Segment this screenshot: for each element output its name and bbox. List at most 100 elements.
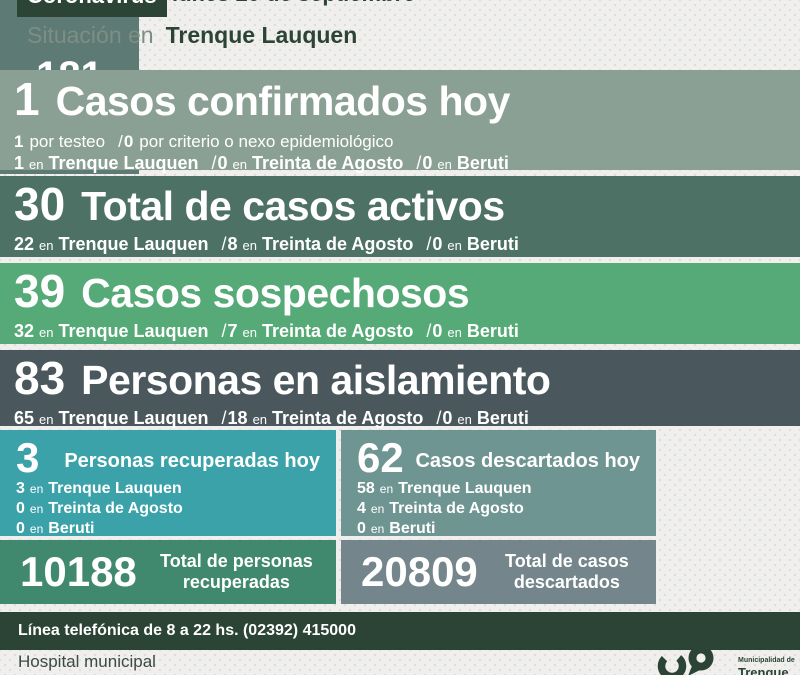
suspected-title: Casos sospechosos bbox=[81, 270, 470, 316]
separator: / bbox=[221, 408, 227, 428]
count-beruti: 0 bbox=[432, 234, 443, 254]
suspected-headline: 39 Casos sospechosos bbox=[14, 267, 800, 317]
count-beruti: 0 bbox=[442, 408, 453, 428]
active-title: Total de casos activos bbox=[81, 183, 505, 229]
label-line1: Total de personas bbox=[160, 551, 313, 571]
en-word: en bbox=[242, 325, 258, 340]
phone-bar: Línea telefónica de 8 a 22 hs. (02392) 4… bbox=[0, 612, 800, 650]
active-value: 30 bbox=[14, 178, 66, 230]
en-word: en bbox=[437, 157, 452, 172]
count-treinta-de-agosto: 0 bbox=[217, 153, 228, 173]
separator: / bbox=[436, 408, 442, 428]
count-trenque-lauquen: 3 bbox=[16, 480, 25, 497]
isolation-value: 83 bbox=[14, 352, 66, 404]
place-trenque-lauquen: Trenque Lauquen bbox=[58, 321, 209, 341]
place-treinta-de-agosto: Treinta de Agosto bbox=[262, 321, 414, 341]
count-treinta-de-agosto: 4 bbox=[357, 500, 366, 517]
hospital-label: Hospital municipal bbox=[18, 652, 156, 671]
recovered-title: Personas recuperadas hoy bbox=[64, 450, 320, 472]
en-word: en bbox=[29, 482, 44, 496]
isolation-headline: 83 Personas en aislamiento bbox=[14, 354, 800, 404]
recovered-today-card: 3 Personas recuperadas hoy 3 en Trenque La… bbox=[0, 430, 336, 539]
testeo-count: 1 bbox=[14, 132, 24, 151]
coronavirus-badge-label: Coronavirus bbox=[27, 0, 157, 8]
label-line1: Total de casos bbox=[505, 551, 629, 571]
suspected-cases-band: 39 Casos sospechosos 32 en Trenque Lauquen… bbox=[0, 263, 800, 344]
discarded-today-card: 62 Casos descartados hoy 58 en Trenque Lau… bbox=[341, 430, 656, 539]
confirmed-headline: 1 Casos confirmados hoy bbox=[14, 74, 800, 126]
isolation-title: Personas en aislamiento bbox=[81, 357, 551, 403]
confirmed-value: 1 bbox=[14, 73, 40, 125]
place-beruti: Beruti bbox=[466, 321, 519, 341]
municipality-logo-text: Municipalidad de Trenque bbox=[738, 656, 795, 675]
discarded-title: Casos descartados hoy bbox=[415, 450, 640, 472]
separator: / bbox=[426, 234, 432, 254]
report-date: lunes 20 de septiembre bbox=[172, 0, 415, 8]
en-word: en bbox=[370, 502, 385, 516]
suspected-breakdown: 32 en Trenque Lauquen/7 en Treinta de Agosto… bbox=[14, 322, 800, 342]
place-trenque-lauquen: Trenque Lauquen bbox=[58, 234, 209, 254]
confirmed-today-band: 1 Casos confirmados hoy 1 por testeo/0 por… bbox=[0, 70, 800, 173]
en-word: en bbox=[252, 412, 268, 427]
en-word: en bbox=[457, 412, 472, 427]
breakdown-line: 0 en Treinta de Agosto bbox=[16, 499, 320, 519]
count-treinta-de-agosto: 18 bbox=[227, 408, 248, 428]
recovered-card-head: 3 Personas recuperadas hoy bbox=[16, 434, 320, 481]
logo-glyphs-icon bbox=[657, 645, 714, 675]
count-treinta-de-agosto: 7 bbox=[227, 321, 238, 341]
isolation-band: 83 Personas en aislamiento 65 en Trenque L… bbox=[0, 350, 800, 429]
discarded-breakdown: 58 en Trenque Lauquen 4 en Treinta de Agosto… bbox=[357, 479, 640, 539]
coronavirus-badge: Coronavirus bbox=[17, 0, 167, 17]
separator: / bbox=[416, 153, 422, 173]
place-trenque-lauquen: Trenque Lauquen bbox=[48, 480, 182, 497]
en-word: en bbox=[39, 238, 54, 253]
en-word: en bbox=[29, 522, 44, 536]
breakdown-line: 58 en Trenque Lauquen bbox=[357, 479, 640, 499]
criterio-count: 0 bbox=[123, 132, 134, 151]
municipality-logo-icon bbox=[655, 645, 731, 675]
count-treinta-de-agosto: 0 bbox=[16, 500, 25, 517]
en-word: en bbox=[29, 502, 44, 516]
isolation-breakdown: 65 en Trenque Lauquen/18 en Treinta de Agost… bbox=[14, 409, 800, 429]
en-word: en bbox=[447, 325, 462, 340]
place-treinta-de-agosto: Treinta de Agosto bbox=[262, 234, 414, 254]
breakdown-line: 4 en Treinta de Agosto bbox=[357, 499, 640, 519]
total-recovered-block: 10188 Total de personas recuperadas bbox=[0, 540, 336, 604]
confirmed-method-detail: 1 por testeo /0 por criterio o nexo epidemi… bbox=[14, 132, 800, 151]
label-line2: descartados bbox=[513, 572, 620, 592]
separator: / bbox=[211, 153, 217, 173]
logo-line1: Municipalidad de bbox=[738, 657, 795, 664]
active-cases-band: 30 Total de casos activos 22 en Trenque La… bbox=[0, 176, 800, 257]
place-trenque-lauquen: Trenque Lauquen bbox=[58, 408, 209, 428]
breakdown-line: 0 en Beruti bbox=[357, 519, 640, 539]
recovered-breakdown: 3 en Trenque Lauquen 0 en Treinta de Agosto … bbox=[16, 479, 320, 539]
separator: / bbox=[221, 234, 227, 254]
count-beruti: 0 bbox=[432, 321, 443, 341]
page-title: Situación en Trenque Lauquen bbox=[27, 22, 357, 49]
confirmed-title: Casos confirmados hoy bbox=[55, 78, 511, 124]
count-beruti: 0 bbox=[357, 520, 366, 537]
place-treinta-de-agosto: Treinta de Agosto bbox=[389, 500, 524, 517]
en-word: en bbox=[39, 325, 54, 340]
count-treinta-de-agosto: 8 bbox=[227, 234, 238, 254]
confirmed-breakdown: 1 en Trenque Lauquen/0 en Treinta de Agosto /… bbox=[14, 154, 800, 174]
active-headline: 30 Total de casos activos bbox=[14, 180, 800, 230]
situacion-label: Situación en bbox=[27, 22, 154, 48]
separator: / bbox=[221, 321, 227, 341]
logo-line2: Trenque bbox=[738, 665, 789, 675]
en-word: en bbox=[232, 157, 247, 172]
count-trenque-lauquen: 32 bbox=[14, 321, 35, 341]
active-breakdown: 22 en Trenque Lauquen/8 en Treinta de Agosto… bbox=[14, 235, 800, 255]
breakdown-line: 3 en Trenque Lauquen bbox=[16, 479, 320, 499]
separator: / bbox=[426, 321, 432, 341]
place-treinta-de-agosto: Treinta de Agosto bbox=[272, 408, 424, 428]
en-word: en bbox=[242, 238, 258, 253]
en-word: en bbox=[370, 522, 385, 536]
discarded-value: 62 bbox=[357, 434, 404, 481]
separator: / bbox=[118, 132, 123, 151]
place-treinta-de-agosto: Treinta de Agosto bbox=[48, 500, 183, 517]
total-recovered-label: Total de personas recuperadas bbox=[137, 551, 336, 593]
discarded-card-head: 62 Casos descartados hoy bbox=[357, 434, 640, 481]
en-word: en bbox=[379, 482, 394, 496]
recovered-value: 3 bbox=[16, 434, 40, 481]
